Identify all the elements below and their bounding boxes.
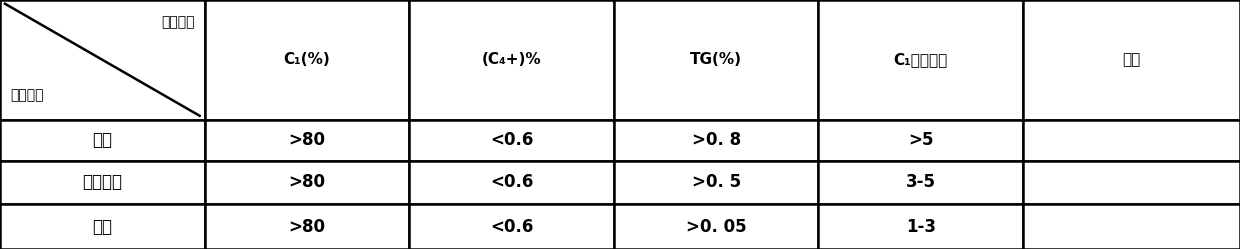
Text: 气层: 气层 bbox=[92, 131, 113, 149]
Text: <0.6: <0.6 bbox=[490, 173, 533, 191]
Bar bbox=[818, 204, 1023, 249]
Bar bbox=[205, 204, 409, 249]
Text: <0.6: <0.6 bbox=[490, 218, 533, 236]
Bar bbox=[1023, 120, 1240, 161]
Bar bbox=[818, 120, 1023, 161]
Text: 水层: 水层 bbox=[92, 218, 113, 236]
Text: 流体类型: 流体类型 bbox=[10, 88, 43, 102]
Bar bbox=[0, 120, 205, 161]
Bar bbox=[614, 204, 818, 249]
Bar bbox=[1023, 204, 1240, 249]
Text: <0.6: <0.6 bbox=[490, 131, 533, 149]
Bar bbox=[818, 0, 1023, 120]
Bar bbox=[0, 204, 205, 249]
Text: >0. 5: >0. 5 bbox=[692, 173, 740, 191]
Text: 1-3: 1-3 bbox=[905, 218, 936, 236]
Text: >80: >80 bbox=[289, 131, 325, 149]
Bar bbox=[614, 161, 818, 204]
Text: C₁(%): C₁(%) bbox=[284, 52, 330, 67]
Bar bbox=[205, 120, 409, 161]
Text: TG(%): TG(%) bbox=[691, 52, 742, 67]
Text: 含气水层: 含气水层 bbox=[82, 173, 123, 191]
Bar bbox=[818, 161, 1023, 204]
Text: 3-5: 3-5 bbox=[905, 173, 936, 191]
Bar bbox=[1023, 0, 1240, 120]
Text: >80: >80 bbox=[289, 173, 325, 191]
Text: 备注: 备注 bbox=[1122, 52, 1141, 67]
Bar bbox=[0, 0, 205, 120]
Text: (C₄+)%: (C₄+)% bbox=[481, 52, 542, 67]
Bar bbox=[614, 0, 818, 120]
Bar bbox=[409, 0, 614, 120]
Bar bbox=[409, 161, 614, 204]
Text: >80: >80 bbox=[289, 218, 325, 236]
Text: >0. 05: >0. 05 bbox=[686, 218, 746, 236]
Bar bbox=[0, 161, 205, 204]
Text: >0. 8: >0. 8 bbox=[692, 131, 740, 149]
Bar bbox=[614, 120, 818, 161]
Bar bbox=[205, 161, 409, 204]
Bar bbox=[1023, 161, 1240, 204]
Bar bbox=[409, 204, 614, 249]
Bar bbox=[205, 0, 409, 120]
Text: 气体参数: 气体参数 bbox=[161, 15, 195, 29]
Text: C₁异常倍数: C₁异常倍数 bbox=[894, 52, 947, 67]
Bar bbox=[409, 120, 614, 161]
Text: >5: >5 bbox=[908, 131, 934, 149]
